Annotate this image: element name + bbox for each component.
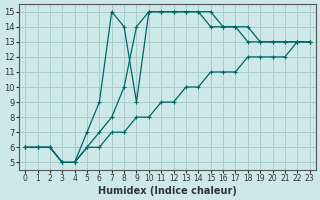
X-axis label: Humidex (Indice chaleur): Humidex (Indice chaleur) — [98, 186, 237, 196]
